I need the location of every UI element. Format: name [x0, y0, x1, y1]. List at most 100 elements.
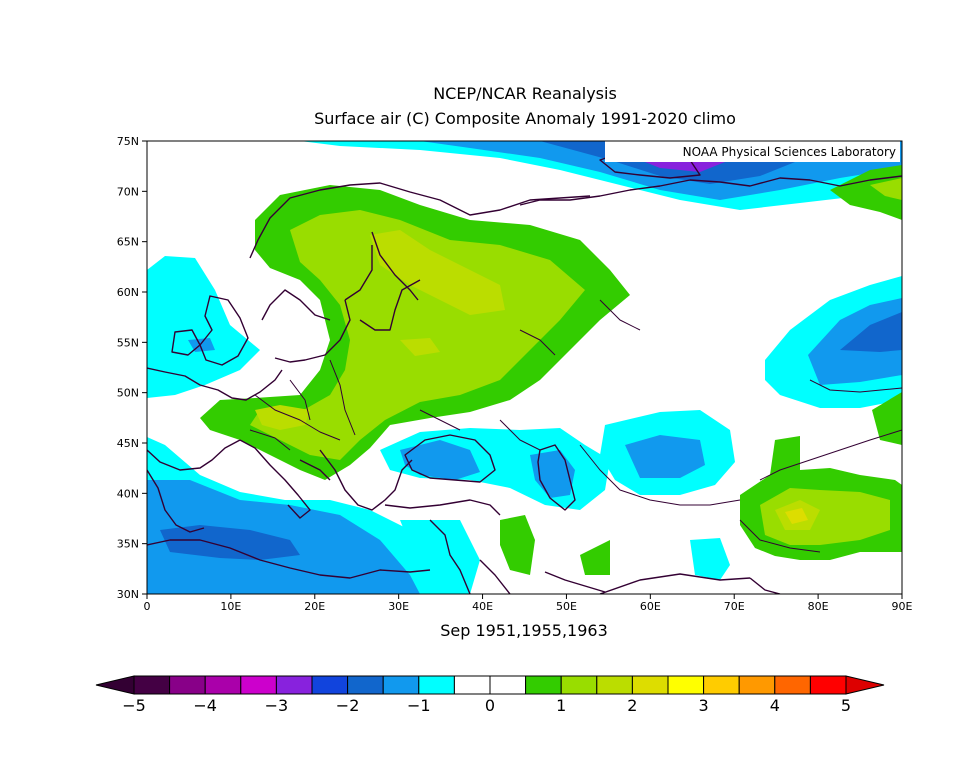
- lat-tick-label: 30N: [117, 588, 139, 601]
- colorbar: −5 −4 −3 −2 −1 0 1 2 3 4 5: [95, 675, 885, 715]
- colorbar-swatch: [809, 675, 847, 695]
- iberia-coast: [147, 469, 205, 533]
- colorbar-swatch: [311, 675, 349, 695]
- tibet-warm-core-4: [785, 508, 808, 524]
- lon-tick-label: 10E: [220, 600, 241, 613]
- colorbar-swatch: [240, 675, 277, 695]
- lat-tick-label: 65N: [117, 236, 139, 249]
- lat-tick-label: 75N: [117, 135, 139, 148]
- mediterranean-cold-core-3: [160, 525, 300, 560]
- europe-warm-core-3b: [400, 338, 440, 356]
- colorbar-swatch: [453, 675, 491, 695]
- country-borders: [249, 299, 902, 553]
- turkey-coast: [384, 499, 501, 516]
- caspian-cold-core: [530, 450, 575, 498]
- lat-tick-label: 45N: [117, 437, 139, 450]
- caucasus-warm-patch: [500, 515, 535, 575]
- lat-tick-label: 35N: [117, 538, 139, 551]
- lat-tick-label: 60N: [117, 286, 139, 299]
- colorbar-swatch: [169, 675, 206, 695]
- black-sea-coast: [404, 434, 496, 483]
- colorbar-swatch: [667, 675, 705, 695]
- british-isles-coast: [171, 295, 249, 366]
- mediterranean-cold-core-2: [147, 480, 420, 594]
- europe-warm-core-2: [250, 210, 585, 460]
- colorbar-label: −1: [407, 696, 431, 715]
- map-subtitle: Surface air (C) Composite Anomaly 1991-2…: [314, 109, 736, 128]
- baltic-coast: [274, 279, 421, 363]
- iran-warm-patch: [580, 540, 610, 575]
- colorbar-swatch: [347, 675, 384, 695]
- western-europe-coast: [147, 367, 283, 471]
- map-frame: [146, 140, 903, 595]
- colorbar-label: −5: [122, 696, 146, 715]
- north-africa-coast: [147, 539, 431, 579]
- lat-tick-label: 50N: [117, 387, 139, 400]
- central-asia-cold-core: [625, 435, 705, 478]
- atlantic-cold-region: [147, 256, 260, 398]
- levant-cold-extension: [400, 520, 480, 594]
- lon-tick-label: 80E: [808, 600, 829, 613]
- lon-tick-label: 30E: [388, 600, 409, 613]
- arctic-coast: [519, 175, 902, 206]
- caspian-coast: [537, 444, 576, 511]
- colorbar-swatch: [275, 675, 313, 695]
- anomaly-fields: [147, 141, 902, 594]
- colorbar-label: 0: [485, 696, 495, 715]
- lon-tick-label: 0: [144, 600, 151, 613]
- colorbar-label: 3: [699, 696, 709, 715]
- lon-tick-label: 90E: [892, 600, 913, 613]
- lon-tick-label: 40E: [472, 600, 493, 613]
- italy-coast: [239, 439, 331, 519]
- colorbar-swatch: [703, 675, 740, 695]
- india-coast: [749, 577, 781, 594]
- iran-cold-patch: [690, 538, 730, 580]
- colorbar-swatch: [382, 675, 420, 695]
- map-title: NCEP/NCAR Reanalysis: [433, 84, 617, 103]
- tibet-warm-core-2: [760, 488, 890, 545]
- colorbar-over-arrow: [845, 675, 885, 695]
- colorbar-swatch: [596, 675, 633, 695]
- lon-tick-label: 70E: [724, 600, 745, 613]
- lat-tick-label: 70N: [117, 185, 139, 198]
- colorbar-under-arrow: [95, 675, 135, 695]
- colorbar-swatch: [204, 675, 242, 695]
- red-sea-coast: [479, 559, 511, 594]
- black-sea-cold-core: [400, 440, 480, 480]
- colorbar-label: 5: [841, 696, 851, 715]
- colorbar-swatch: [489, 675, 527, 695]
- credit-label: NOAA Physical Sciences Laboratory: [683, 145, 896, 159]
- mongolia-warm-patch: [872, 392, 902, 445]
- coastlines: [147, 149, 902, 594]
- siberia-cold-core-3: [840, 312, 902, 352]
- lon-tick-label: 50E: [556, 600, 577, 613]
- colorbar-label: 4: [770, 696, 780, 715]
- persian-gulf-coast: [544, 571, 606, 593]
- lat-tick-label: 55N: [117, 336, 139, 349]
- colorbar-label: 2: [627, 696, 637, 715]
- latitude-axis: 75N 70N 65N 60N 55N 50N 45N 40N 35N 30N: [117, 135, 147, 601]
- positive-anomaly-regions: [200, 165, 902, 575]
- colorbar-swatch: [418, 675, 455, 695]
- colorbar-swatch: [133, 675, 171, 695]
- central-europe-warm: [255, 405, 310, 430]
- far-east-warm-core: [870, 178, 902, 200]
- colorbar-swatch: [560, 675, 598, 695]
- longitude-axis: 0 10E 20E 30E 40E 50E 60E 70E 80E 90E: [144, 594, 913, 613]
- colorbar-swatch: [631, 675, 669, 695]
- colorbar-label: 1: [556, 696, 566, 715]
- levant-coast: [429, 519, 471, 594]
- credit-box: [605, 141, 900, 162]
- colorbar-swatch: [738, 675, 776, 695]
- colorbar-swatch: [525, 675, 562, 695]
- period-label: Sep 1951,1955,1963: [440, 621, 608, 640]
- colorbar-swatch: [774, 675, 811, 695]
- arabian-sea-coast: [599, 573, 751, 594]
- balkans-coast: [319, 449, 413, 511]
- colorbar-label: −3: [265, 696, 289, 715]
- europe-warm-core-3: [370, 230, 505, 315]
- colorbar-label: −4: [193, 696, 217, 715]
- lat-tick-label: 40N: [117, 487, 139, 500]
- lon-tick-label: 20E: [304, 600, 325, 613]
